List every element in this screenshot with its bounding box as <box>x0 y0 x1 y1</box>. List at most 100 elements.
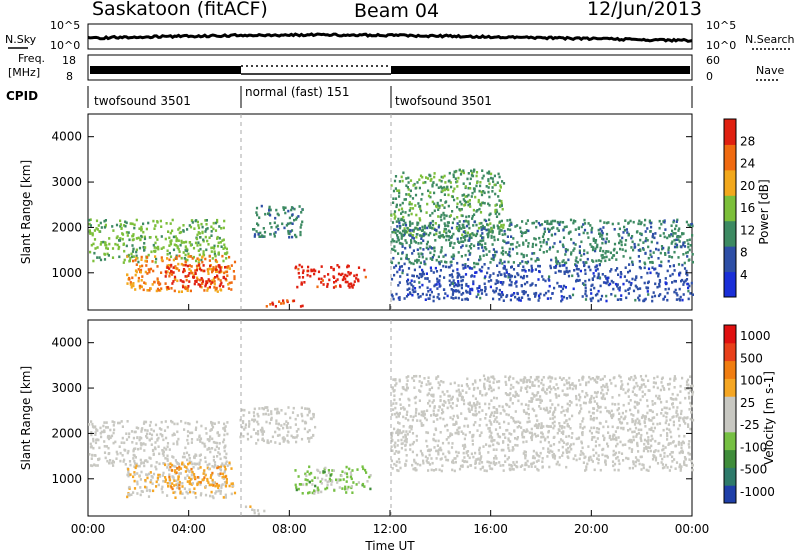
echo-cell <box>668 260 670 263</box>
echo-cell <box>176 443 178 446</box>
echo-cell <box>488 204 490 207</box>
echo-cell <box>161 259 163 262</box>
echo-cell <box>483 175 485 178</box>
echo-cell <box>414 204 416 207</box>
echo-cell <box>500 281 502 284</box>
echo-cell <box>470 236 472 239</box>
echo-cell <box>257 433 259 436</box>
echo-cell <box>116 237 118 240</box>
echo-cell <box>520 426 522 429</box>
echo-cell <box>292 411 294 414</box>
echo-cell <box>618 451 620 454</box>
echo-cell <box>528 413 530 416</box>
echo-cell <box>313 492 315 495</box>
echo-cell <box>399 227 401 230</box>
echo-cell <box>535 284 537 287</box>
echo-cell <box>429 405 431 408</box>
echo-cell <box>472 443 474 446</box>
echo-cell <box>214 276 216 279</box>
echo-cell <box>492 290 494 293</box>
echo-cell <box>448 399 450 402</box>
echo-cell <box>631 261 633 264</box>
echo-cell <box>614 295 616 298</box>
echo-cell <box>424 417 426 420</box>
echo-cell <box>565 250 567 253</box>
echo-cell <box>439 395 441 398</box>
echo-cell <box>402 223 404 226</box>
echo-cell <box>654 232 656 235</box>
echo-cell <box>657 450 659 453</box>
echo-cell <box>180 231 182 234</box>
echo-cell <box>404 263 406 266</box>
echo-cell <box>397 252 399 255</box>
echo-cell <box>590 378 592 381</box>
echo-cell <box>692 261 694 264</box>
echo-cell <box>540 436 542 439</box>
echo-cell <box>589 269 591 272</box>
echo-cell <box>555 395 557 398</box>
echo-cell <box>669 408 671 411</box>
echo-cell <box>506 219 508 222</box>
echo-cell <box>479 379 481 382</box>
echo-cell <box>580 270 582 273</box>
echo-cell <box>481 237 483 240</box>
echo-cell <box>444 193 446 196</box>
echo-cell <box>460 227 462 230</box>
echo-cell <box>409 448 411 451</box>
echo-cell <box>217 473 219 476</box>
echo-cell <box>216 445 218 448</box>
echo-cell <box>654 440 656 443</box>
echo-cell <box>407 177 409 180</box>
echo-cell <box>644 425 646 428</box>
echo-cell <box>425 258 427 261</box>
echo-cell <box>433 399 435 402</box>
echo-cell <box>531 400 533 403</box>
echo-cell <box>479 435 481 438</box>
echo-cell <box>473 245 475 248</box>
echo-cell <box>678 443 680 446</box>
echo-cell <box>676 298 678 301</box>
echo-cell <box>538 299 540 302</box>
echo-cell <box>674 386 676 389</box>
echo-cell <box>301 283 303 286</box>
echo-cell <box>508 414 510 417</box>
echo-cell <box>499 262 501 265</box>
echo-cell <box>488 250 490 253</box>
echo-cell <box>535 268 537 271</box>
echo-cell <box>116 224 118 227</box>
echo-cell <box>225 425 227 428</box>
echo-cell <box>419 247 421 250</box>
echo-cell <box>153 453 155 456</box>
echo-cell <box>282 427 284 430</box>
echo-cell <box>196 269 198 272</box>
echo-cell <box>456 262 458 265</box>
echo-cell <box>541 460 543 463</box>
echo-cell <box>135 442 137 445</box>
echo-cell <box>469 205 471 208</box>
echo-cell <box>617 426 619 429</box>
echo-cell <box>484 275 486 278</box>
echo-cell <box>634 406 636 409</box>
echo-cell <box>510 284 512 287</box>
echo-cell <box>664 228 666 231</box>
echo-cell <box>225 485 227 488</box>
echo-cell <box>418 178 420 181</box>
echo-cell <box>405 430 407 433</box>
echo-cell <box>200 437 202 440</box>
echo-cell <box>457 275 459 278</box>
echo-cell <box>395 293 397 296</box>
echo-cell <box>579 423 581 426</box>
echo-cell <box>635 427 637 430</box>
echo-cell <box>552 417 554 420</box>
echo-cell <box>150 465 152 468</box>
echo-cell <box>652 403 654 406</box>
echo-cell <box>535 394 537 397</box>
echo-cell <box>427 402 429 405</box>
echo-cell <box>509 248 511 251</box>
echo-cell <box>477 247 479 250</box>
echo-cell <box>488 186 490 189</box>
echo-cell <box>638 421 640 424</box>
echo-cell <box>671 403 673 406</box>
echo-cell <box>472 439 474 442</box>
echo-cell <box>95 439 97 442</box>
